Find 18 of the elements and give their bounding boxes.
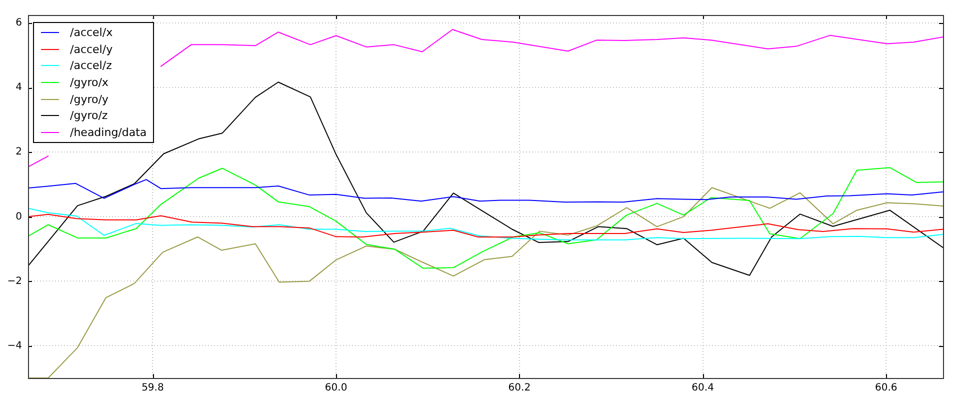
y-tick-label: −2: [7, 276, 22, 287]
legend-label: /accel/y: [70, 42, 113, 56]
y-tick-label: 2: [16, 146, 22, 158]
x-tick-label: 60.6: [875, 382, 898, 394]
y-tick-label: 4: [16, 82, 22, 94]
legend-label: /accel/x: [70, 26, 113, 39]
x-tick-label: 60.4: [692, 382, 714, 394]
x-tick-label: 60.2: [508, 382, 531, 394]
legend-label: /gyro/x: [70, 76, 108, 89]
x-tick-label: 59.8: [142, 382, 164, 394]
y-tick-label: 0: [16, 211, 22, 222]
legend-label: /gyro/z: [70, 109, 108, 122]
x-tick-label: 60.0: [324, 382, 348, 394]
legend-label: /heading/data: [70, 126, 147, 139]
legend-label: /gyro/y: [70, 92, 108, 106]
legend-label: /accel/z: [70, 59, 112, 72]
y-tick-label: 6: [16, 18, 22, 29]
y-tick-label: −4: [7, 340, 22, 352]
